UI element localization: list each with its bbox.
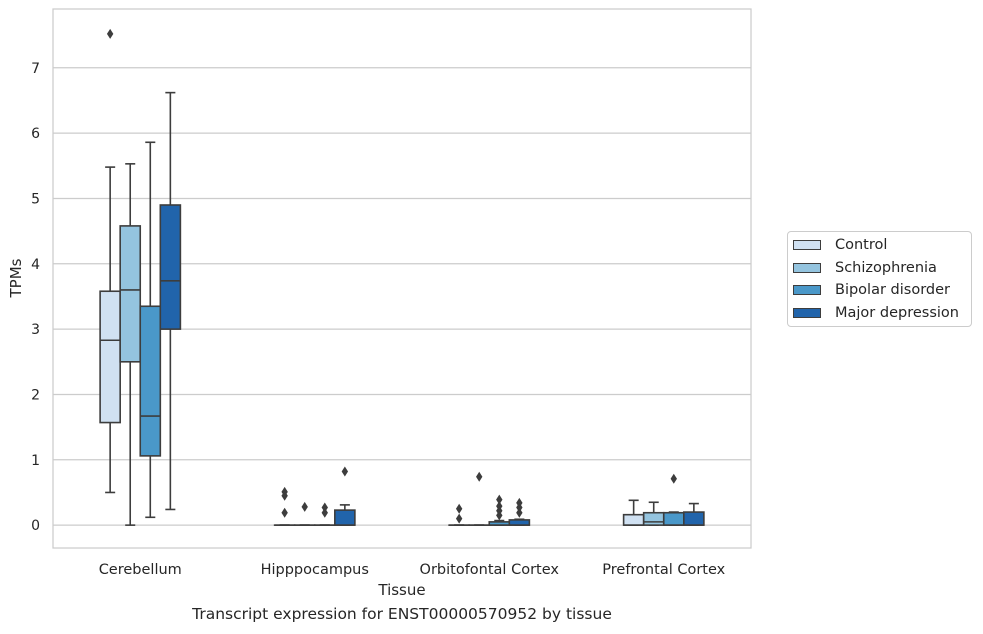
box-0-2: [139, 141, 162, 519]
box-1-1: [293, 501, 316, 526]
y-tick-labels: 0 1 2 3 4 5 6 7: [31, 61, 40, 534]
box-3-3: [683, 502, 705, 526]
box-0-0: [99, 28, 121, 494]
x-tick-labels: Cerebellum Hipppocampus Orbitofontal Corte…: [99, 562, 726, 578]
y-axis-label: TPMs: [7, 258, 25, 298]
box-2-1: [468, 471, 491, 526]
box-1-0: [273, 486, 296, 526]
y-tick-label: 0: [31, 518, 40, 534]
outlier-point: [670, 473, 677, 484]
outlier-point: [281, 486, 288, 497]
legend-label-control: Control: [835, 237, 888, 253]
box-body: [159, 204, 182, 330]
box-3-1: [642, 501, 665, 526]
outlier-point: [321, 507, 328, 518]
outlier-point: [301, 501, 308, 512]
legend-label-major-depression: Major depression: [835, 305, 959, 321]
y-tick-label: 2: [31, 387, 40, 403]
box-series: [99, 28, 705, 526]
y-tick-label: 1: [31, 453, 40, 469]
box-body: [642, 511, 665, 526]
outlier-point: [496, 501, 503, 512]
outlier-point: [496, 494, 503, 505]
box-body: [139, 305, 162, 457]
box-2-3: [508, 497, 531, 526]
box-body: [662, 511, 685, 526]
plot-frame: [52, 8, 752, 549]
y-tick-label: 5: [31, 191, 40, 207]
box-2-0: [448, 503, 470, 526]
outlier-point: [281, 507, 288, 518]
outlier-point: [516, 507, 523, 518]
box-0-3: [159, 91, 182, 511]
outlier-point: [106, 28, 114, 39]
x-tick-label: Orbitofontal Cortex: [420, 562, 560, 578]
x-tick-label: Hipppocampus: [261, 562, 369, 578]
box-body: [99, 290, 121, 424]
x-tick-label: Prefrontal Cortex: [602, 562, 725, 578]
box-body: [119, 225, 142, 363]
outlier-point: [455, 513, 463, 524]
legend-label-bipolar-disorder: Bipolar disorder: [835, 282, 950, 298]
legend-swatch-major-depression: [793, 308, 821, 318]
outlier-point: [341, 466, 349, 477]
box-body: [334, 509, 356, 526]
legend-item-bipolar-disorder: Bipolar disorder: [793, 281, 950, 299]
legend-item-schizophrenia: Schizophrenia: [793, 259, 937, 277]
legend-item-major-depression: Major depression: [793, 304, 959, 322]
y-tick-label: 3: [31, 322, 40, 338]
y-tick-label: 6: [31, 126, 40, 142]
box-1-3: [334, 466, 356, 526]
legend-item-control: Control: [793, 236, 887, 254]
box-1-2: [313, 502, 336, 526]
chart-caption: Transcript expression for ENST0000057095…: [192, 605, 612, 623]
y-tick-label: 7: [31, 61, 40, 77]
box-0-1: [119, 163, 142, 526]
legend: Control Schizophrenia Bipolar disorder M…: [787, 231, 972, 327]
outlier-point: [516, 497, 523, 508]
legend-swatch-schizophrenia: [793, 263, 821, 273]
box-body: [683, 511, 705, 526]
outlier-point: [455, 503, 463, 514]
box-3-2: [662, 473, 685, 526]
y-tick-label: 4: [31, 257, 40, 273]
x-tick-label: Cerebellum: [99, 562, 182, 578]
legend-swatch-bipolar-disorder: [793, 285, 821, 295]
box-2-2: [488, 494, 511, 526]
legend-label-schizophrenia: Schizophrenia: [835, 260, 937, 276]
legend-swatch-control: [793, 240, 821, 250]
box-3-0: [622, 499, 645, 526]
box-body: [622, 513, 645, 526]
outlier-point: [476, 471, 483, 482]
outlier-point: [321, 502, 328, 513]
x-axis-label: Tissue: [377, 581, 425, 599]
